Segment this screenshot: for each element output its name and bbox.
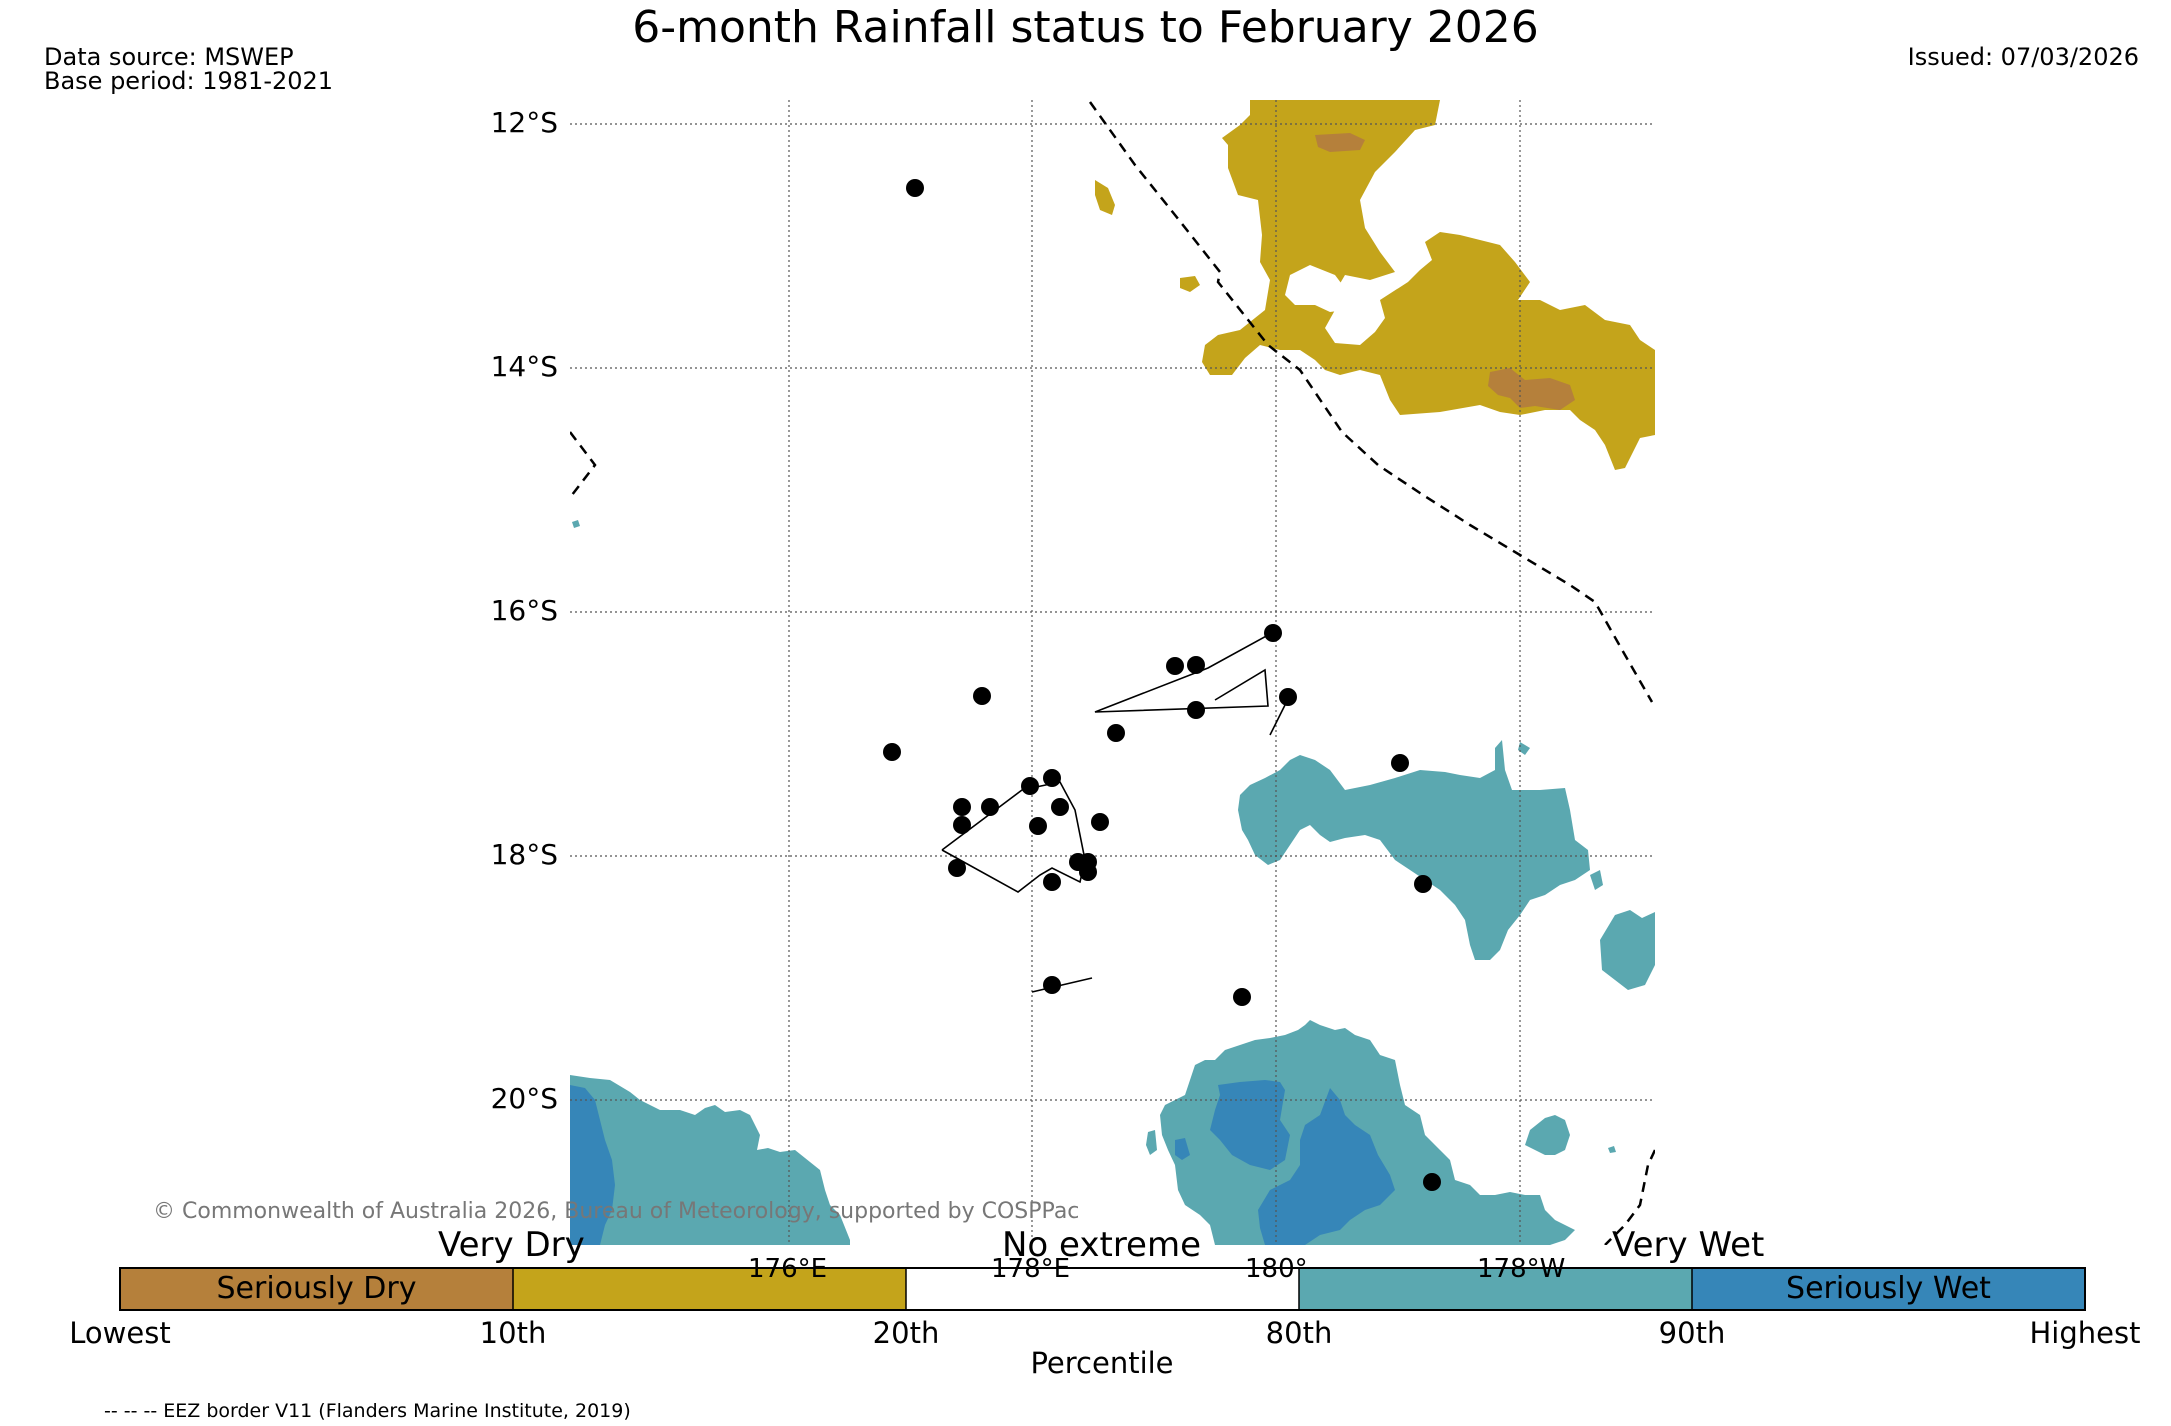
lat-label-16s: 16°S	[490, 594, 558, 627]
lat-label-14s: 14°S	[490, 350, 558, 383]
colorbar-seg-seriously-wet	[1692, 1268, 2085, 1310]
tick-10th: 10th	[479, 1316, 547, 1350]
lon-label-178w: 178°W	[1477, 1254, 1566, 1284]
eez-border	[570, 101, 1655, 1245]
tick-20th: 20th	[872, 1316, 940, 1350]
category-no-extreme: No extreme	[1002, 1225, 1202, 1265]
base-period: Base period: 1981-2021	[44, 67, 334, 95]
lon-label-178e: 178°E	[991, 1254, 1071, 1284]
seriously-dry-patch-1	[1315, 133, 1365, 152]
seriously-wet-patch-southwest	[570, 1085, 615, 1245]
colorbar-label-seriously-dry: Seriously Dry	[216, 1271, 417, 1306]
very-wet-region-southwest	[570, 1075, 850, 1245]
data-source: Data source: MSWEP	[44, 43, 294, 71]
lat-label-12s: 12°S	[490, 106, 558, 139]
very-wet-region-south	[1160, 1020, 1575, 1245]
category-very-wet: Very Wet	[1612, 1225, 1765, 1265]
colorbar-xlabel: Percentile	[1030, 1346, 1174, 1380]
colorbar-seg-no-extreme	[906, 1268, 1299, 1310]
very-dry-region-northeast	[1202, 100, 1655, 470]
lon-label-180: 180°	[1245, 1254, 1308, 1284]
colorbar	[119, 1267, 2086, 1311]
station-markers	[883, 179, 1441, 1191]
lon-label-176e: 176°E	[748, 1254, 828, 1284]
category-very-dry: Very Dry	[438, 1225, 585, 1265]
colorbar-seg-very-wet	[1299, 1268, 1692, 1310]
tick-highest: Highest	[2029, 1316, 2141, 1350]
issued-date: Issued: 07/03/2026	[1907, 43, 2139, 71]
gridlines	[570, 100, 1655, 1245]
colorbar-label-seriously-wet: Seriously Wet	[1786, 1271, 1991, 1306]
very-wet-region-east	[1238, 740, 1590, 960]
page-title: 6-month Rainfall status to February 2026	[632, 2, 1539, 53]
tick-90th: 90th	[1658, 1316, 1726, 1350]
tick-lowest: Lowest	[69, 1316, 171, 1350]
seriously-wet-patch-south	[1210, 1080, 1290, 1170]
tick-80th: 80th	[1265, 1316, 1333, 1350]
colorbar-seg-very-dry	[513, 1268, 906, 1310]
seriously-dry-patch-2	[1488, 368, 1575, 410]
lat-label-20s: 20°S	[490, 1082, 558, 1115]
copyright-notice: © Commonwealth of Australia 2026, Bureau…	[153, 1199, 1080, 1224]
lat-label-18s: 18°S	[490, 838, 558, 871]
colorbar-seg-seriously-dry	[120, 1268, 513, 1310]
eez-legend-note: -- -- -- EEZ border V11 (Flanders Marine…	[104, 1400, 631, 1422]
